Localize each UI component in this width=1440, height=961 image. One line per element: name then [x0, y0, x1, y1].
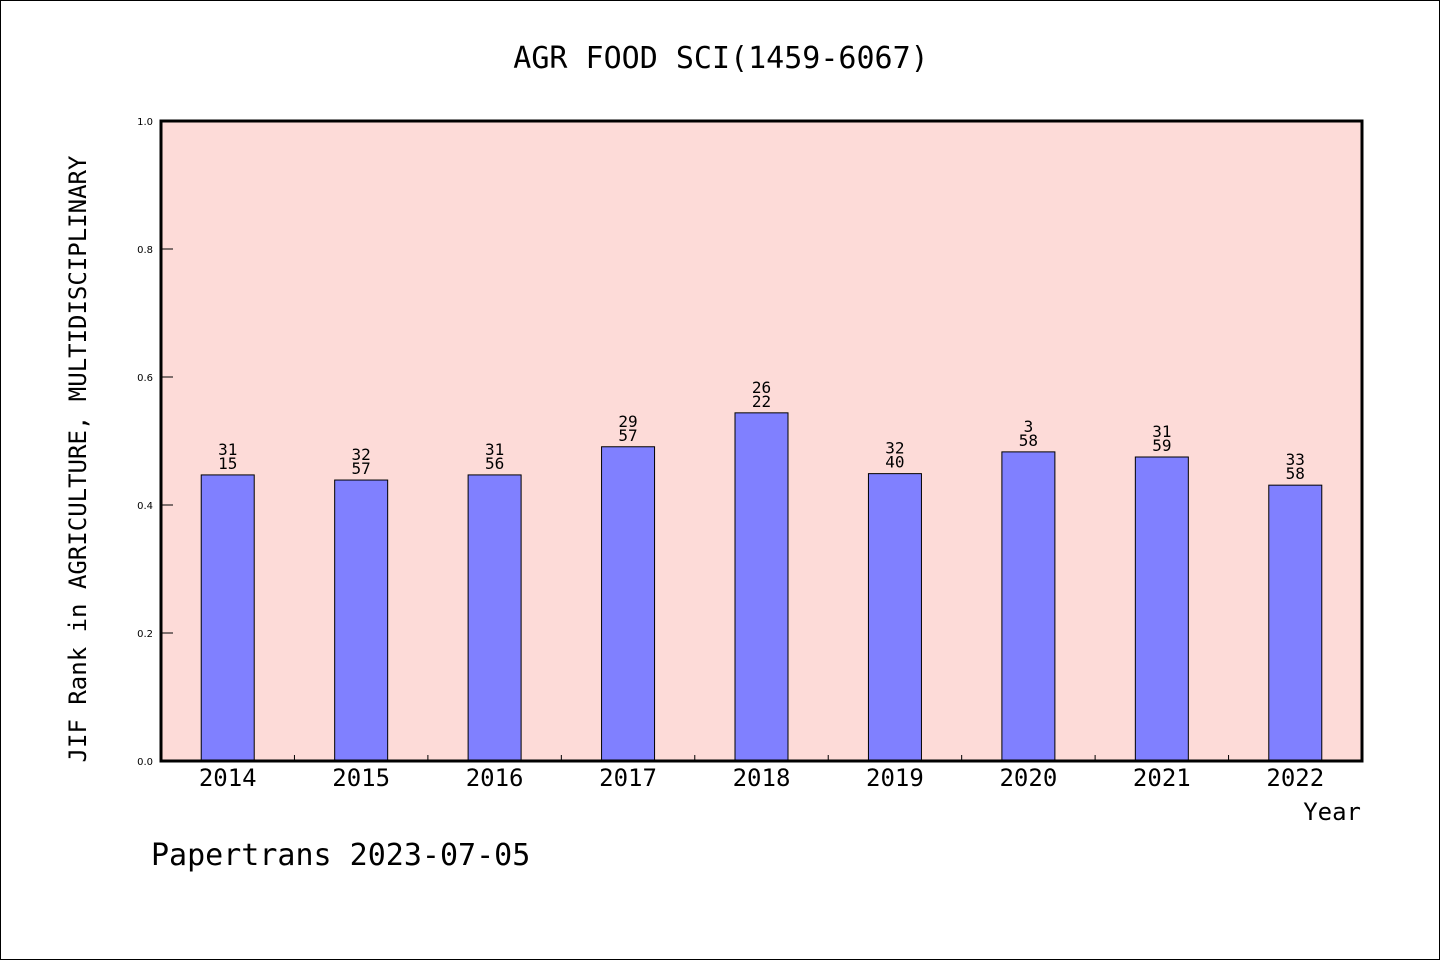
- bar-total-label: 57: [618, 426, 637, 445]
- x-tick-label: 2018: [733, 764, 791, 792]
- bar-rank-label: 31: [1152, 422, 1171, 441]
- x-axis: 2014 2015 2016 2017 2018 2019 2020 2021 2022: [199, 755, 1324, 792]
- bar-total-label: 40: [885, 453, 904, 472]
- bar-rank-label: 3: [1024, 417, 1034, 436]
- bar-total-label: 22: [752, 392, 771, 411]
- bar-2014: [200, 474, 255, 762]
- bar-rank-label: 32: [885, 439, 904, 458]
- x-axis-label: Year: [1303, 798, 1361, 826]
- plot-border: [159, 119, 1364, 763]
- bar-rank-label: 31: [485, 440, 504, 459]
- bar-series: [200, 412, 1323, 762]
- bar-2015: [334, 479, 389, 762]
- bar-rank-label: 33: [1286, 450, 1305, 469]
- x-tick-label: 2014: [199, 764, 257, 792]
- y-tick-label: 0.2: [137, 629, 153, 640]
- bar-rank-label: 29: [618, 412, 637, 431]
- x-tick-label: 2021: [1133, 764, 1191, 792]
- bar-total-label: 57: [352, 459, 371, 478]
- bar-2021: [1134, 456, 1189, 762]
- bar-2017: [601, 446, 656, 762]
- bar-total-label: 15: [218, 454, 237, 473]
- y-tick-label: 1.0: [137, 117, 153, 128]
- x-tick-label: 2020: [999, 764, 1057, 792]
- y-tick-label: 0.0: [137, 757, 153, 768]
- x-tick-label: 2022: [1266, 764, 1324, 792]
- bar-2022: [1268, 484, 1323, 762]
- x-tick-label: 2015: [332, 764, 390, 792]
- bar-total-label: 56: [485, 454, 504, 473]
- x-tick-label: 2017: [599, 764, 657, 792]
- bar-2018: [734, 412, 789, 762]
- x-tick-label: 2019: [866, 764, 924, 792]
- x-tick-label: 2016: [466, 764, 524, 792]
- bar-total-label: 59: [1152, 436, 1171, 455]
- y-tick-label: 0.8: [137, 245, 153, 256]
- y-tick-label: 0.6: [137, 373, 153, 384]
- footer-credit: Papertrans 2023-07-05: [151, 838, 530, 873]
- y-tick-label: 0.4: [137, 501, 153, 512]
- bar-2019: [867, 473, 922, 762]
- bar-rank-label: 31: [218, 440, 237, 459]
- bar-rank-label: 26: [752, 378, 771, 397]
- bar-2016: [467, 474, 522, 762]
- chart-title: AGR FOOD SCI(1459-6067): [513, 41, 928, 76]
- bar-rank-label: 32: [352, 445, 371, 464]
- bar-total-label: 58: [1286, 464, 1305, 483]
- y-axis-label: JIF Rank in AGRICULTURE, MULTIDISCIPLINA…: [64, 155, 92, 762]
- bar-total-label: 58: [1019, 431, 1038, 450]
- bar-2020: [1001, 451, 1056, 762]
